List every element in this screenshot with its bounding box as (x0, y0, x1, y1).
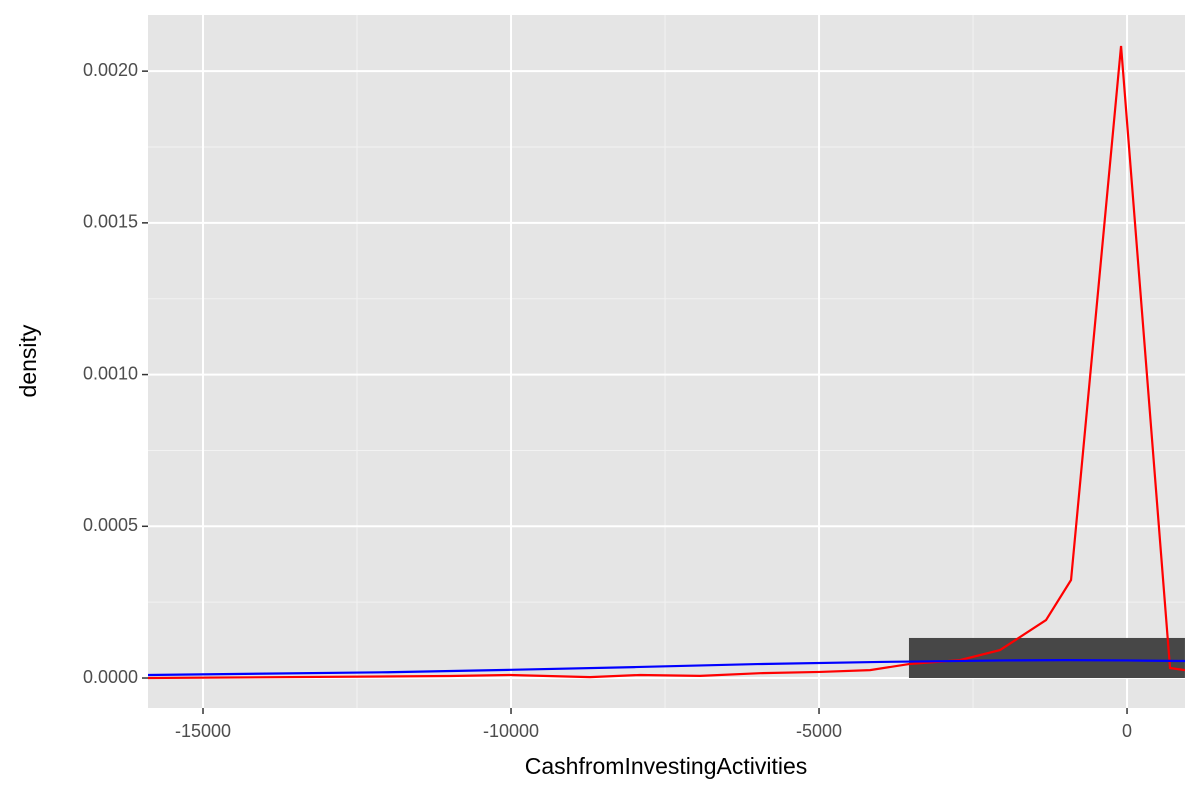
x-tick-label: -15000 (175, 721, 231, 741)
x-tick-label: -10000 (483, 721, 539, 741)
y-tick-label: 0.0015 (83, 212, 138, 232)
y-tick-label: 0.0010 (83, 363, 138, 383)
y-tick-label: 0.0020 (83, 60, 138, 80)
histogram-bar (908, 637, 1185, 679)
panel (148, 15, 1185, 708)
x-tick-label: 0 (1122, 721, 1132, 741)
x-tick-label: -5000 (796, 721, 842, 741)
density-line (148, 45, 1185, 680)
y-tick-label: 0.0005 (83, 515, 138, 535)
x-axis-title: CashfromInvestingActivities (525, 753, 808, 779)
y-axis-title: density (15, 324, 41, 397)
density-line (148, 659, 1185, 677)
grid (148, 15, 1185, 708)
axes: 0.0000 0.0005 0.0010 0.0015 0.0020 -15000 -100… (83, 60, 1132, 741)
marks (148, 45, 1185, 680)
y-tick-label: 0.0000 (83, 667, 138, 687)
